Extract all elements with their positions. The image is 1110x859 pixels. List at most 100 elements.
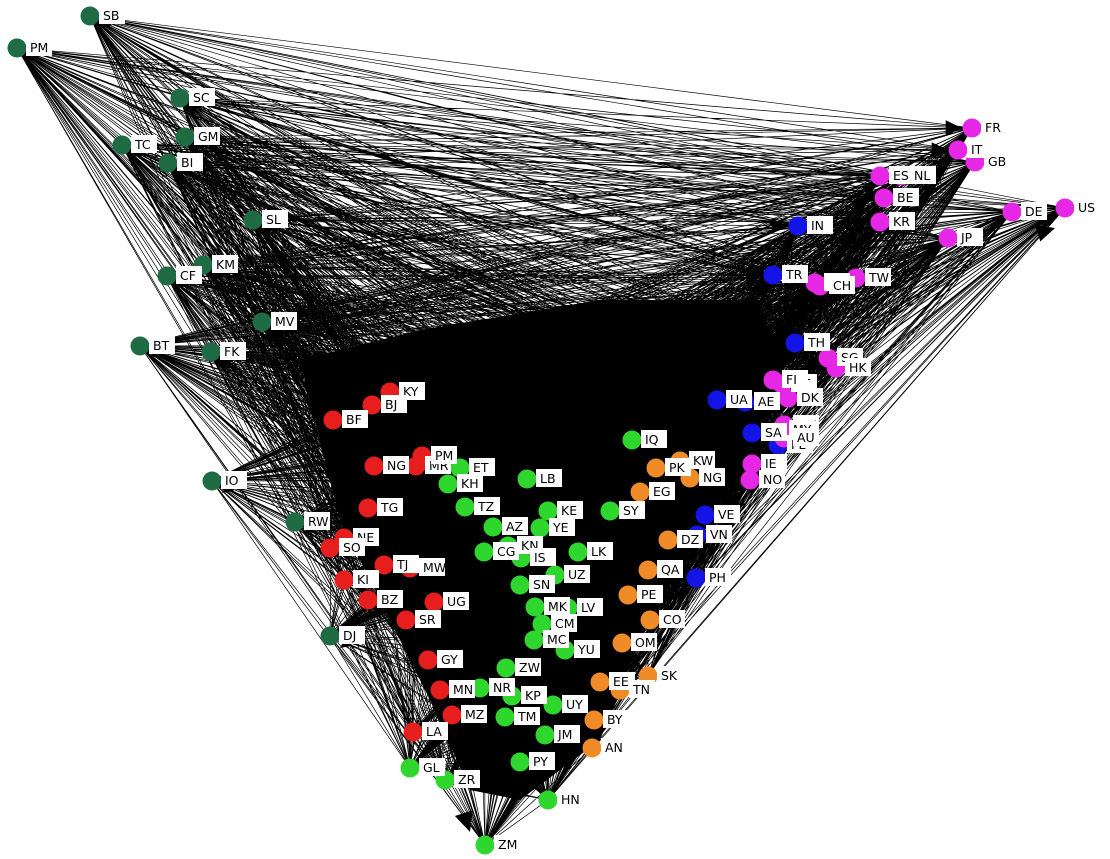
node-label-rw: RW xyxy=(304,512,330,530)
node-ve xyxy=(695,505,715,525)
svg-text:GM: GM xyxy=(198,129,218,144)
svg-text:IE: IE xyxy=(765,456,777,471)
node-label-ug: UG xyxy=(443,592,469,610)
svg-text:SN: SN xyxy=(533,577,550,592)
node-ug xyxy=(424,592,444,612)
arrowhead xyxy=(690,392,707,408)
node-label-tm: TM xyxy=(514,707,540,725)
svg-text:VN: VN xyxy=(710,527,728,542)
svg-text:IO: IO xyxy=(225,473,239,488)
node-ie xyxy=(742,454,762,474)
svg-text:GY: GY xyxy=(441,652,458,667)
svg-text:SY: SY xyxy=(623,503,639,518)
node-label-uz: UZ xyxy=(564,565,590,583)
node-sr xyxy=(396,610,416,630)
node-label-dk: DK xyxy=(797,388,823,406)
node-label-hn: HN xyxy=(557,790,583,808)
node-label-fi: FI xyxy=(782,370,808,388)
svg-text:SR: SR xyxy=(419,612,436,627)
node-cg xyxy=(474,542,494,562)
node-label-ki: KI xyxy=(353,570,379,588)
node-mz xyxy=(442,705,462,725)
node-label-be: BE xyxy=(893,188,919,206)
svg-text:LB: LB xyxy=(540,471,556,486)
node-label-gb: GB xyxy=(984,152,1010,170)
node-gy xyxy=(418,650,438,670)
node-label-om: OM xyxy=(631,633,657,651)
node-bi xyxy=(158,153,178,173)
node-mk xyxy=(525,597,545,617)
svg-text:NL: NL xyxy=(914,168,930,183)
node-label-kw: KW xyxy=(689,451,715,469)
svg-text:PM: PM xyxy=(435,448,453,463)
svg-text:PH: PH xyxy=(709,570,726,585)
arrowhead xyxy=(945,120,962,136)
node-label-bi: BI xyxy=(177,153,203,171)
node-label-nr: NR xyxy=(489,678,515,696)
svg-text:JP: JP xyxy=(960,230,973,245)
node-label-bt: BT xyxy=(149,336,175,354)
svg-text:MK: MK xyxy=(548,599,568,614)
node-de xyxy=(1002,202,1022,222)
svg-text:QA: QA xyxy=(661,562,680,577)
svg-text:DZ: DZ xyxy=(681,532,699,547)
node-label-pk: PK xyxy=(665,458,691,476)
node-label-sb: SB xyxy=(99,6,125,24)
node-label-nl: NL xyxy=(910,166,936,184)
svg-text:LV: LV xyxy=(581,600,596,615)
svg-text:TC: TC xyxy=(134,137,151,152)
svg-text:OM: OM xyxy=(635,635,656,650)
node-jp xyxy=(938,228,958,248)
node-lk xyxy=(568,542,588,562)
arrowhead xyxy=(771,218,788,234)
svg-text:PK: PK xyxy=(669,460,686,475)
node-label-tg: TG xyxy=(377,498,403,516)
node-qa xyxy=(638,560,658,580)
svg-text:KP: KP xyxy=(525,688,541,703)
node-label-sl: SL xyxy=(262,210,288,228)
arrowhead xyxy=(678,507,695,523)
svg-text:KR: KR xyxy=(893,214,910,229)
node-gl xyxy=(400,758,420,778)
node-label-sy: SY xyxy=(619,501,645,519)
svg-text:ET: ET xyxy=(473,460,489,475)
node-label-ee: EE xyxy=(609,672,635,690)
svg-text:MN: MN xyxy=(453,682,473,697)
node-bz xyxy=(358,590,378,610)
node-label-zm: ZM xyxy=(494,835,520,853)
node-label-ch: CH xyxy=(829,276,855,294)
node-label-ae: AE xyxy=(754,392,780,410)
node-ua xyxy=(707,390,727,410)
arrowhead xyxy=(931,142,948,158)
node-label-gm: GM xyxy=(194,127,220,145)
node-th xyxy=(785,333,805,353)
svg-text:SC: SC xyxy=(193,90,210,105)
svg-text:ZR: ZR xyxy=(458,772,476,787)
node-kh xyxy=(438,474,458,494)
svg-text:DE: DE xyxy=(1025,204,1043,219)
svg-text:SK: SK xyxy=(661,668,678,683)
node-tm xyxy=(495,707,515,727)
node-ke xyxy=(538,501,558,521)
node-label-la: LA xyxy=(422,722,448,740)
svg-text:PE: PE xyxy=(641,587,657,602)
node-label-gl: GL xyxy=(419,758,445,776)
svg-text:AN: AN xyxy=(605,740,623,755)
node-mv xyxy=(252,312,272,332)
svg-text:VE: VE xyxy=(718,507,735,522)
svg-text:TH: TH xyxy=(807,335,825,350)
node-label-kr: KR xyxy=(889,212,915,230)
node-label-sa: SA xyxy=(761,423,787,441)
svg-text:SB: SB xyxy=(103,8,120,23)
node-ee xyxy=(590,672,610,692)
svg-text:TN: TN xyxy=(632,682,650,697)
node-label-pe: PE xyxy=(637,585,663,603)
node-label-ph: PH xyxy=(705,568,731,586)
node-tr xyxy=(763,265,783,285)
node-so xyxy=(320,538,340,558)
node-label-lv: LV xyxy=(577,598,603,616)
arrowhead xyxy=(454,810,473,832)
svg-text:AU: AU xyxy=(797,430,815,445)
svg-text:KW: KW xyxy=(693,453,713,468)
svg-text:DJ: DJ xyxy=(343,628,356,643)
